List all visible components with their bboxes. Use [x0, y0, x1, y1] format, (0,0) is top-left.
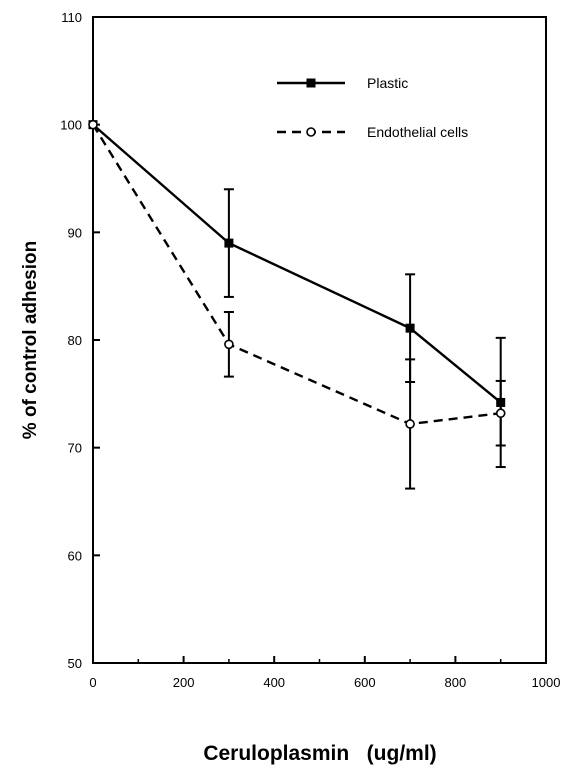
- x-tick-label: 800: [445, 675, 467, 690]
- axes: 50 60 70 80 90 100 110 0 200 400 600 800 1000: [60, 10, 560, 690]
- data-point: [405, 419, 415, 429]
- data-point: [224, 238, 234, 248]
- x-axis-title: Ceruloplasmin (ug/ml): [203, 742, 436, 765]
- x-tick-label: 400: [263, 675, 285, 690]
- y-tick-label: 100: [60, 118, 82, 133]
- y-tick-label: 110: [61, 10, 82, 25]
- data-point: [224, 339, 234, 350]
- legend-label: Endothelial cells: [367, 124, 468, 140]
- legend-item: Plastic: [277, 75, 408, 91]
- y-tick-label: 90: [68, 225, 82, 240]
- series-plastic: [88, 120, 506, 469]
- y-tick-label: 60: [68, 548, 82, 563]
- data-point: [306, 78, 316, 88]
- x-tick-label: 200: [173, 675, 195, 690]
- legend-item: Endothelial cells: [277, 124, 468, 140]
- y-tick-label: 50: [68, 656, 82, 671]
- series-line: [92, 123, 502, 404]
- data-point: [88, 119, 98, 130]
- plot-frame: [92, 16, 547, 664]
- data-point: [405, 323, 415, 333]
- x-tick-label: 1000: [532, 675, 561, 690]
- data-point: [495, 408, 506, 419]
- data-point: [306, 127, 316, 137]
- legend: Plastic Endothelial cells: [277, 75, 468, 140]
- y-tick-label: 70: [68, 441, 82, 456]
- x-tick-label: 0: [89, 675, 96, 690]
- y-axis-title: % of control adhesion: [20, 241, 41, 439]
- series-layer: [88, 119, 506, 490]
- x-tick-label: 600: [354, 675, 376, 690]
- y-tick-label: 80: [68, 333, 82, 348]
- series-endothelial-cells: [88, 119, 506, 490]
- legend-label: Plastic: [367, 75, 408, 91]
- series-line: [91, 124, 501, 426]
